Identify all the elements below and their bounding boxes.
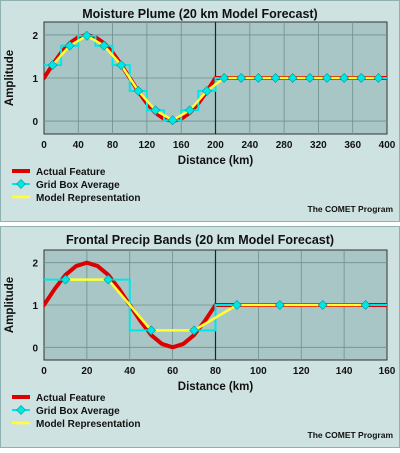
grid-box-average-marker bbox=[116, 60, 127, 71]
chart-title: Moisture Plume (20 km Model Forecast) bbox=[82, 7, 317, 21]
grid-box-average-marker bbox=[236, 73, 247, 83]
chart-panel-2: Frontal Precip Bands (20 km Model Foreca… bbox=[0, 226, 400, 448]
y-tick-label: 0 bbox=[32, 117, 38, 128]
x-tick-label: 0 bbox=[41, 366, 47, 377]
grid-box-average-marker bbox=[253, 73, 264, 83]
legend-marker bbox=[16, 179, 26, 189]
x-tick-label: 120 bbox=[139, 140, 156, 151]
grid-box-average-marker bbox=[219, 73, 229, 83]
grid-box-average-marker bbox=[202, 85, 212, 96]
x-tick-label: 80 bbox=[107, 140, 119, 151]
legend-label: Actual Feature bbox=[36, 393, 106, 404]
grid-box-average-marker bbox=[304, 73, 315, 83]
grid-box-average-marker bbox=[274, 300, 285, 310]
grid-box-average-marker bbox=[60, 274, 71, 285]
x-tick-label: 200 bbox=[207, 140, 224, 151]
grid-box-average-marker bbox=[64, 40, 75, 51]
x-tick-label: 20 bbox=[81, 366, 93, 377]
y-tick-label: 1 bbox=[32, 74, 38, 85]
x-tick-label: 80 bbox=[210, 366, 222, 377]
grid-box-average-marker bbox=[232, 300, 242, 310]
x-tick-label: 60 bbox=[167, 366, 179, 377]
x-tick-label: 160 bbox=[173, 140, 190, 151]
grid-box-average-marker bbox=[103, 274, 114, 285]
chart-title: Frontal Precip Bands (20 km Model Foreca… bbox=[66, 233, 334, 247]
grid-box-average-marker bbox=[322, 73, 332, 83]
x-axis-label: Distance (km) bbox=[178, 155, 254, 167]
chart-panel-1: Moisture Plume (20 km Model Forecast) 0 40… bbox=[0, 0, 400, 222]
x-tick-label: 240 bbox=[241, 140, 258, 151]
grid-box-average-marker bbox=[133, 85, 144, 96]
grid-box-average-marker bbox=[287, 73, 298, 83]
x-axis-label: Distance (km) bbox=[178, 381, 254, 393]
y-axis-label: Amplitude bbox=[4, 277, 16, 333]
legend-label: Model Representation bbox=[36, 193, 140, 204]
grid-box-average-marker bbox=[99, 40, 109, 51]
grid-box-average-marker bbox=[360, 300, 371, 310]
grid-box-average-marker bbox=[356, 73, 367, 83]
y-tick-label: 2 bbox=[32, 31, 38, 42]
y-tick-label: 0 bbox=[32, 343, 38, 354]
grid-box-average-marker bbox=[146, 325, 157, 336]
credit-text: The COMET Program bbox=[308, 430, 394, 440]
legend-label: Model Representation bbox=[36, 419, 140, 430]
x-tick-label: 100 bbox=[250, 366, 267, 377]
x-tick-label: 40 bbox=[73, 140, 85, 151]
legend-label: Grid Box Average bbox=[36, 406, 120, 417]
legend-marker bbox=[16, 405, 26, 415]
x-tick-label: 280 bbox=[276, 140, 293, 151]
x-tick-label: 360 bbox=[344, 140, 361, 151]
grid-box-average-marker bbox=[373, 73, 384, 83]
x-tick-label: 400 bbox=[379, 140, 396, 151]
legend: Actual Feature Grid Box Average Model Repr… bbox=[12, 167, 140, 204]
x-tick-label: 0 bbox=[41, 140, 47, 151]
x-tick-label: 160 bbox=[379, 366, 396, 377]
grid-box-average-marker bbox=[189, 325, 199, 336]
x-tick-label: 120 bbox=[293, 366, 310, 377]
plot-data-layer bbox=[44, 260, 387, 350]
grid-box-average-marker bbox=[150, 105, 161, 116]
credit-text: The COMET Program bbox=[308, 204, 394, 214]
x-tick-label: 320 bbox=[310, 140, 327, 151]
model-representation-line bbox=[65, 278, 366, 332]
grid-box-average-marker bbox=[167, 115, 178, 126]
y-tick-label: 2 bbox=[32, 259, 38, 270]
grid-box-average-marker bbox=[81, 30, 92, 41]
legend-label: Grid Box Average bbox=[36, 180, 120, 191]
legend-label: Actual Feature bbox=[36, 167, 106, 178]
grid-box-average-marker bbox=[339, 73, 350, 83]
x-tick-label: 40 bbox=[124, 366, 136, 377]
y-tick-label: 1 bbox=[32, 301, 38, 312]
grid-box-average-marker bbox=[47, 60, 58, 71]
legend: Actual Feature Grid Box Average Model Repr… bbox=[12, 393, 140, 430]
grid-box-average-marker bbox=[270, 73, 281, 83]
grid-box-average-marker bbox=[184, 105, 195, 116]
y-axis-label: Amplitude bbox=[4, 50, 16, 106]
x-tick-label: 140 bbox=[336, 366, 353, 377]
grid-box-average-marker bbox=[317, 300, 328, 310]
plot-data-layer bbox=[44, 30, 387, 126]
